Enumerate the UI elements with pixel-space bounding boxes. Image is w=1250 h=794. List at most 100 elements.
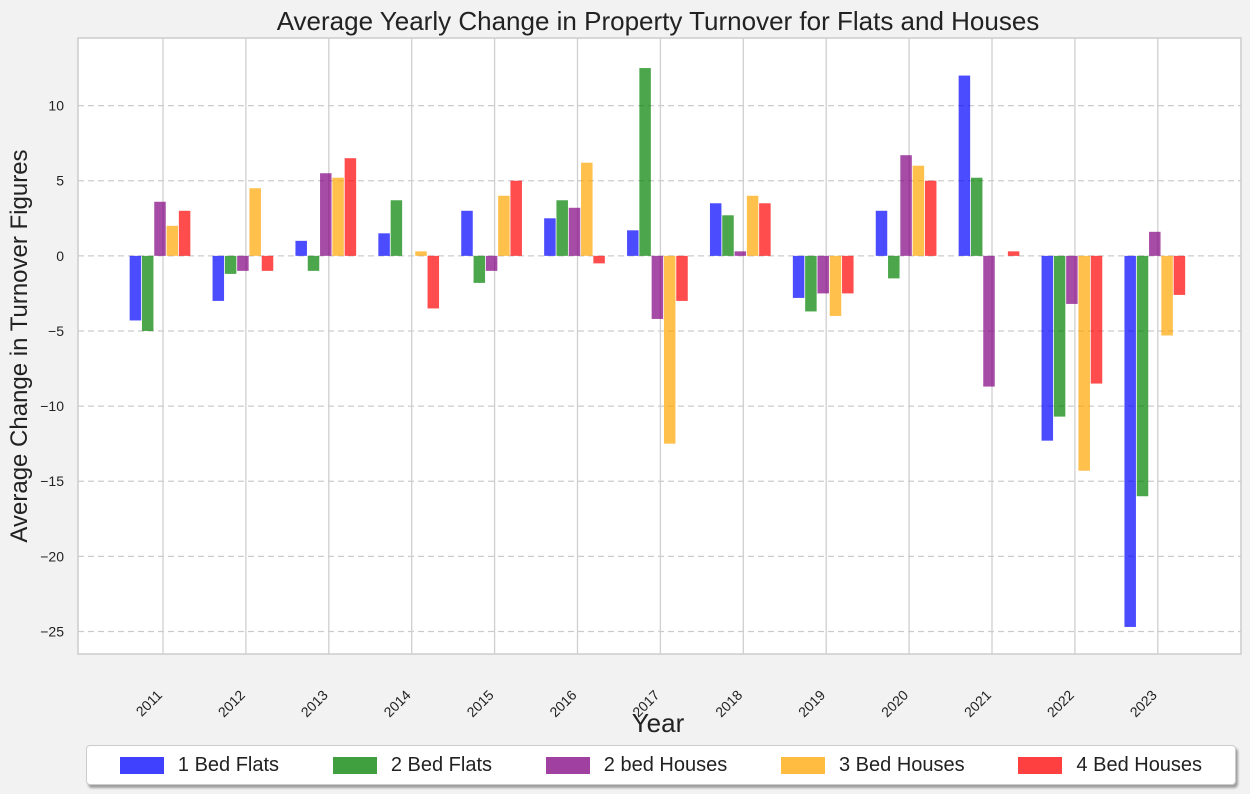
bar-layer xyxy=(129,68,1186,627)
legend-swatch xyxy=(332,756,377,774)
bar xyxy=(627,230,639,256)
legend-item: 3 Bed Houses xyxy=(781,754,965,777)
bar xyxy=(912,165,925,256)
bar xyxy=(709,203,722,256)
bar xyxy=(792,255,805,298)
y-tick-label: 10 xyxy=(48,98,64,114)
legend-item: 2 Bed Flats xyxy=(332,753,493,777)
bar xyxy=(593,255,605,264)
bar xyxy=(1066,255,1078,304)
x-tick-label: 2023 xyxy=(1127,687,1160,720)
x-tick-label: 2021 xyxy=(961,687,994,720)
legend-label: 2 Bed Flats xyxy=(390,753,493,776)
legend-label: 4 Bed Houses xyxy=(1076,753,1203,776)
legend-swatch xyxy=(545,756,590,774)
bar xyxy=(805,255,817,312)
bar xyxy=(924,180,937,256)
bar xyxy=(498,195,510,256)
bar xyxy=(1007,251,1020,256)
bar xyxy=(237,255,249,271)
bar xyxy=(212,255,225,301)
x-tick-label: 2011 xyxy=(133,687,166,720)
y-tick-label: −15 xyxy=(40,473,64,489)
bar xyxy=(485,255,498,271)
x-tick-label: 2019 xyxy=(795,687,828,720)
bar xyxy=(1041,255,1054,441)
legend-item: 1 Bed Flats xyxy=(119,753,280,777)
bar xyxy=(378,233,390,256)
bar xyxy=(875,210,888,256)
bar xyxy=(759,203,771,256)
bar xyxy=(224,255,237,274)
x-axis-label: Year xyxy=(632,708,685,738)
bar xyxy=(1161,255,1173,336)
y-tick-label: 0 xyxy=(56,248,64,264)
bar xyxy=(1149,231,1161,256)
bar xyxy=(581,162,593,256)
legend-item: 2 bed Houses xyxy=(545,753,728,777)
bar xyxy=(307,255,320,271)
bar xyxy=(344,158,357,256)
chart-legend: 1 Bed Flats 2 Bed Flats 2 bed Houses 3 Bed … xyxy=(86,745,1236,785)
bar xyxy=(676,255,688,301)
legend-label: 1 Bed Flats xyxy=(177,753,280,776)
bar xyxy=(722,215,734,256)
bar xyxy=(983,255,995,387)
y-tick-label: −25 xyxy=(40,623,64,639)
bar xyxy=(829,255,842,316)
bar xyxy=(734,251,747,256)
bar xyxy=(473,255,486,283)
x-tick-label: 2020 xyxy=(878,687,911,720)
legend-swatch xyxy=(1018,756,1063,774)
bar xyxy=(746,195,759,256)
bar xyxy=(510,180,522,256)
x-tick-label: 2022 xyxy=(1044,687,1077,720)
y-tick-label: −5 xyxy=(48,323,64,339)
bar xyxy=(817,255,829,294)
bar xyxy=(1053,255,1066,417)
bar xyxy=(544,218,556,256)
bar xyxy=(461,210,473,256)
legend-swatch xyxy=(781,756,825,774)
y-tick-label: −10 xyxy=(40,398,64,414)
x-tick-label: 2012 xyxy=(215,687,248,720)
bar xyxy=(415,251,427,256)
bar xyxy=(166,225,179,256)
bar xyxy=(1136,255,1149,497)
y-axis-label: Average Change in Turnover Figures xyxy=(6,149,33,542)
bar xyxy=(900,155,912,256)
bar xyxy=(888,255,900,279)
chart-title: Average Yearly Change in Property Turnov… xyxy=(277,6,1040,36)
bar xyxy=(320,173,332,256)
bar-chart: Average Yearly Change in Property Turnov… xyxy=(6,6,1242,738)
bar xyxy=(141,255,154,331)
x-tick-label: 2016 xyxy=(546,687,579,720)
bar xyxy=(129,255,142,321)
bar xyxy=(958,75,971,256)
bar xyxy=(663,255,676,444)
legend-swatch xyxy=(119,756,164,774)
x-tick-label: 2013 xyxy=(298,687,331,720)
bar xyxy=(249,188,261,256)
bar xyxy=(1090,255,1103,384)
bar xyxy=(639,68,651,256)
bar xyxy=(568,207,581,256)
bar xyxy=(556,200,568,256)
bar xyxy=(427,255,440,309)
legend-label: 3 Bed Houses xyxy=(839,753,965,776)
bar xyxy=(261,255,274,271)
bar xyxy=(1124,255,1136,627)
y-tick-label: 5 xyxy=(56,173,64,189)
bar xyxy=(295,240,307,256)
x-tick-label: 2015 xyxy=(463,687,496,720)
bar xyxy=(332,177,344,256)
plot-area xyxy=(77,37,1242,655)
bar xyxy=(1173,255,1186,295)
legend-item: 4 Bed Houses xyxy=(1018,754,1202,777)
bar xyxy=(842,255,854,294)
bar xyxy=(390,200,403,256)
legend-label: 2 bed Houses xyxy=(603,753,728,776)
x-tick-label: 2018 xyxy=(712,687,745,720)
x-tick-label: 2014 xyxy=(380,687,413,720)
